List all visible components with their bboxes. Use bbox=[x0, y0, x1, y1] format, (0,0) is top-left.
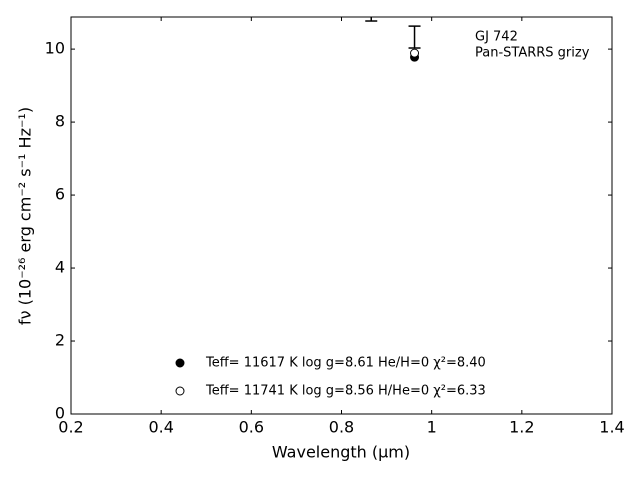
data-area bbox=[365, 17, 421, 62]
x-tick-label: 1 bbox=[427, 418, 437, 437]
legend-label: Teff= 11617 K log g=8.61 He/H=0 χ²=8.40 bbox=[205, 356, 486, 371]
error-bar bbox=[408, 25, 421, 49]
x-tick-label: 0.2 bbox=[58, 418, 83, 437]
plot-frame bbox=[70, 16, 613, 415]
y-tick-label: 0 bbox=[55, 404, 65, 423]
y-axis-label: fν (10⁻²⁶ erg cm⁻² s⁻¹ Hz⁻¹) bbox=[16, 107, 35, 325]
x-tick-label: 1.2 bbox=[509, 418, 534, 437]
y-tick-label: 4 bbox=[55, 258, 65, 277]
legend-marker bbox=[175, 386, 185, 396]
y-tick-label: 8 bbox=[55, 112, 65, 131]
legend-label: Teff= 11741 K log g=8.56 H/He=0 χ²=6.33 bbox=[205, 384, 486, 399]
y-tick-label: 2 bbox=[55, 331, 65, 350]
x-tick-label: 0.8 bbox=[329, 418, 354, 437]
y-tick-label: 6 bbox=[55, 185, 65, 204]
legend-marker bbox=[175, 358, 185, 368]
annotation: Pan-STARRS grizy bbox=[475, 46, 590, 61]
x-axis-label: Wavelength (μm) bbox=[272, 443, 410, 462]
annotation: GJ 742 bbox=[475, 30, 518, 45]
error-bar bbox=[365, 17, 378, 22]
y-tick-label: 10 bbox=[45, 39, 65, 58]
x-tick-label: 1.4 bbox=[599, 418, 624, 437]
point bbox=[410, 48, 420, 58]
x-tick-label: 0.4 bbox=[148, 418, 173, 437]
x-tick-label: 0.6 bbox=[239, 418, 264, 437]
